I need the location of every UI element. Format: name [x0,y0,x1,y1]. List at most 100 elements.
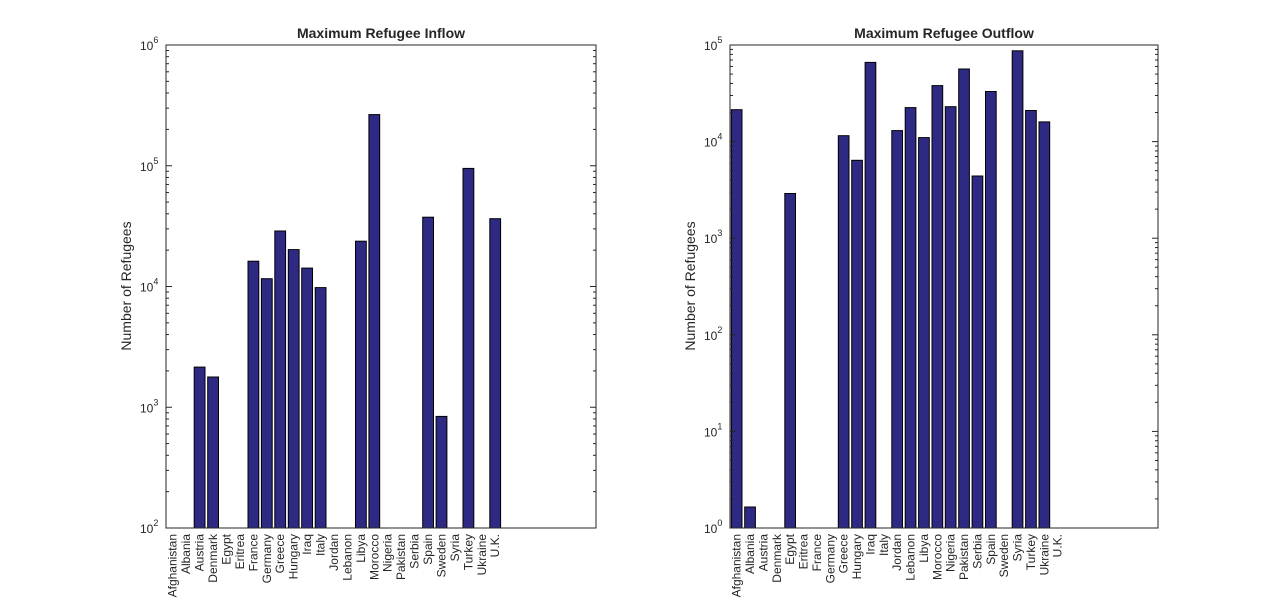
chart-outflow-x-tick-label: Albania [743,534,757,574]
chart-outflow-x-tick-label: Italy [877,534,891,556]
chart-outflow-x-tick-label: Jordan [890,534,904,571]
chart-inflow-bar [274,230,287,529]
chart-inflow-y-tick-label: 102 [140,518,158,536]
chart-inflow-bar [287,249,300,529]
chart-inflow: Maximum Refugee Inflow Number of Refugee… [118,25,597,597]
chart-inflow-x-tick-label: Eritrea [233,534,247,570]
chart-inflow-x-tick-label: Ukraine [475,534,489,576]
chart-inflow-x-tick-label: Italy [314,534,328,556]
chart-outflow-bar [1025,110,1037,529]
chart-outflow-bar [1038,121,1051,529]
chart-outflow-x-tick-label: Iraq [863,534,877,555]
chart-inflow-title: Maximum Refugee Inflow [297,25,465,41]
chart-inflow-axes [165,44,597,529]
chart-outflow-x-tick-label: Austria [756,534,770,572]
chart-outflow-x-tick-label: Spain [984,534,998,565]
chart-outflow-x-ticks: Afghanistan Albania Austria Denmark Egypt Eri… [730,533,1065,597]
chart-inflow-bar [368,114,381,529]
chart-outflow-bar [985,91,997,529]
chart-outflow-x-tick-label: Ukraine [1037,534,1051,576]
chart-inflow-x-tick-label: Sweden [435,534,449,577]
chart-inflow-x-tick-label: Egypt [220,533,234,564]
chart-outflow-ylabel: Number of Refugees [682,221,698,350]
chart-outflow-y-ticks: 100 101 102 103 104 105 [704,35,1158,536]
chart-inflow-bar [314,287,327,529]
chart-inflow-bar [207,376,219,529]
chart-outflow-x-tick-label: France [810,534,824,572]
chart-outflow-bars [730,50,1051,529]
chart-outflow-y-tick-label: 100 [704,518,722,536]
chart-inflow-x-tick-label: Spain [421,534,435,565]
chart-outflow-x-tick-label: Germany [823,534,837,583]
chart-outflow-x-tick-label: Hungary [850,534,864,579]
chart-inflow-x-tick-label: Lebanon [340,534,354,581]
chart-inflow-x-tick-label: Morocco [367,534,381,580]
chart-inflow-y-tick-label: 105 [140,156,158,174]
chart-outflow-bar [744,506,756,529]
chart-inflow-x-tick-label: Serbia [408,534,422,569]
chart-outflow-x-tick-label: Lebanon [904,534,918,581]
chart-inflow-x-tick-label: Hungary [287,534,301,579]
chart-outflow-x-tick-label: Denmark [770,533,784,583]
chart-outflow-x-tick-label: Serbia [970,534,984,569]
chart-outflow-x-tick-label: Afghanistan [730,534,744,597]
chart-outflow-y-tick-label: 101 [704,421,722,439]
chart-inflow-axes-box [165,44,597,529]
chart-inflow-bar [355,240,367,529]
chart-inflow-x-tick-label: Germany [260,534,274,583]
chart-outflow-bar [904,107,917,529]
chart-outflow-x-tick-label: Greece [837,534,851,574]
chart-inflow-bar [462,167,475,529]
chart-inflow-bar [260,278,273,529]
chart-outflow-axes [729,44,1159,529]
chart-outflow-x-tick-label: Morocco [930,534,944,580]
chart-outflow-x-tick-label: Syria [1011,534,1025,562]
chart-inflow-x-tick-label: Greece [273,534,287,574]
chart-outflow-x-tick-label: Turkey [1024,534,1038,570]
chart-outflow-y-tick-label: 102 [704,325,722,343]
chart-inflow-bar [489,218,502,529]
chart-inflow-x-tick-label: Iraq [300,534,314,555]
chart-outflow-x-tick-label: Pakistan [957,534,971,580]
chart-outflow-y-tick-label: 103 [704,228,722,246]
chart-inflow-x-tick-label: U.K. [488,534,502,557]
chart-inflow-x-ticks: Afghanistan Albania Austria Denmark Egypt Eri… [166,533,503,597]
chart-outflow-x-tick-label: Sweden [997,534,1011,577]
chart-inflow-x-tick-label: Jordan [327,534,341,571]
chart-outflow-bar [971,175,984,529]
chart-outflow-bar [864,61,877,529]
chart-outflow-bar [851,159,863,529]
chart-outflow-x-tick-label: Egypt [783,533,797,564]
chart-inflow-x-tick-label: Libya [354,534,368,563]
chart-inflow-y-tick-label: 103 [140,397,158,415]
chart-inflow-x-tick-label: France [246,534,260,572]
chart-outflow-x-tick-label: Nigeria [944,534,958,572]
chart-outflow-bar [730,109,743,529]
chart-inflow-bar [422,216,435,529]
chart-inflow-x-tick-label: Afghanistan [166,534,180,597]
chart-inflow-bar [247,260,260,529]
chart-outflow-axes-box [729,44,1159,529]
chart-outflow-bar [1011,50,1024,529]
chart-inflow-x-tick-label: Nigeria [381,534,395,572]
chart-inflow-y-tick-label: 104 [140,277,158,295]
chart-outflow-bar [958,68,970,529]
chart-outflow-x-tick-label: Libya [917,534,931,563]
chart-outflow-y-tick-label: 105 [704,35,722,53]
chart-outflow-bar [837,135,850,529]
chart-inflow-y-tick-label: 106 [140,35,158,53]
chart-outflow-x-tick-label: Eritrea [797,534,811,570]
chart-inflow-ylabel: Number of Refugees [118,221,134,350]
chart-outflow-x-tick-label: U.K. [1051,534,1065,557]
chart-inflow-x-tick-label: Albania [179,534,193,574]
chart-outflow-y-tick-label: 104 [704,132,722,150]
chart-outflow-bar [891,130,903,529]
chart-outflow-bar [784,193,796,529]
chart-outflow: Maximum Refugee Outflow Number of Refuge… [682,25,1159,597]
chart-inflow-bar [193,366,206,529]
chart-inflow-x-tick-label: Denmark [206,533,220,583]
chart-inflow-bars [193,114,502,529]
chart-outflow-bar [931,85,944,529]
chart-outflow-bar [918,137,930,529]
